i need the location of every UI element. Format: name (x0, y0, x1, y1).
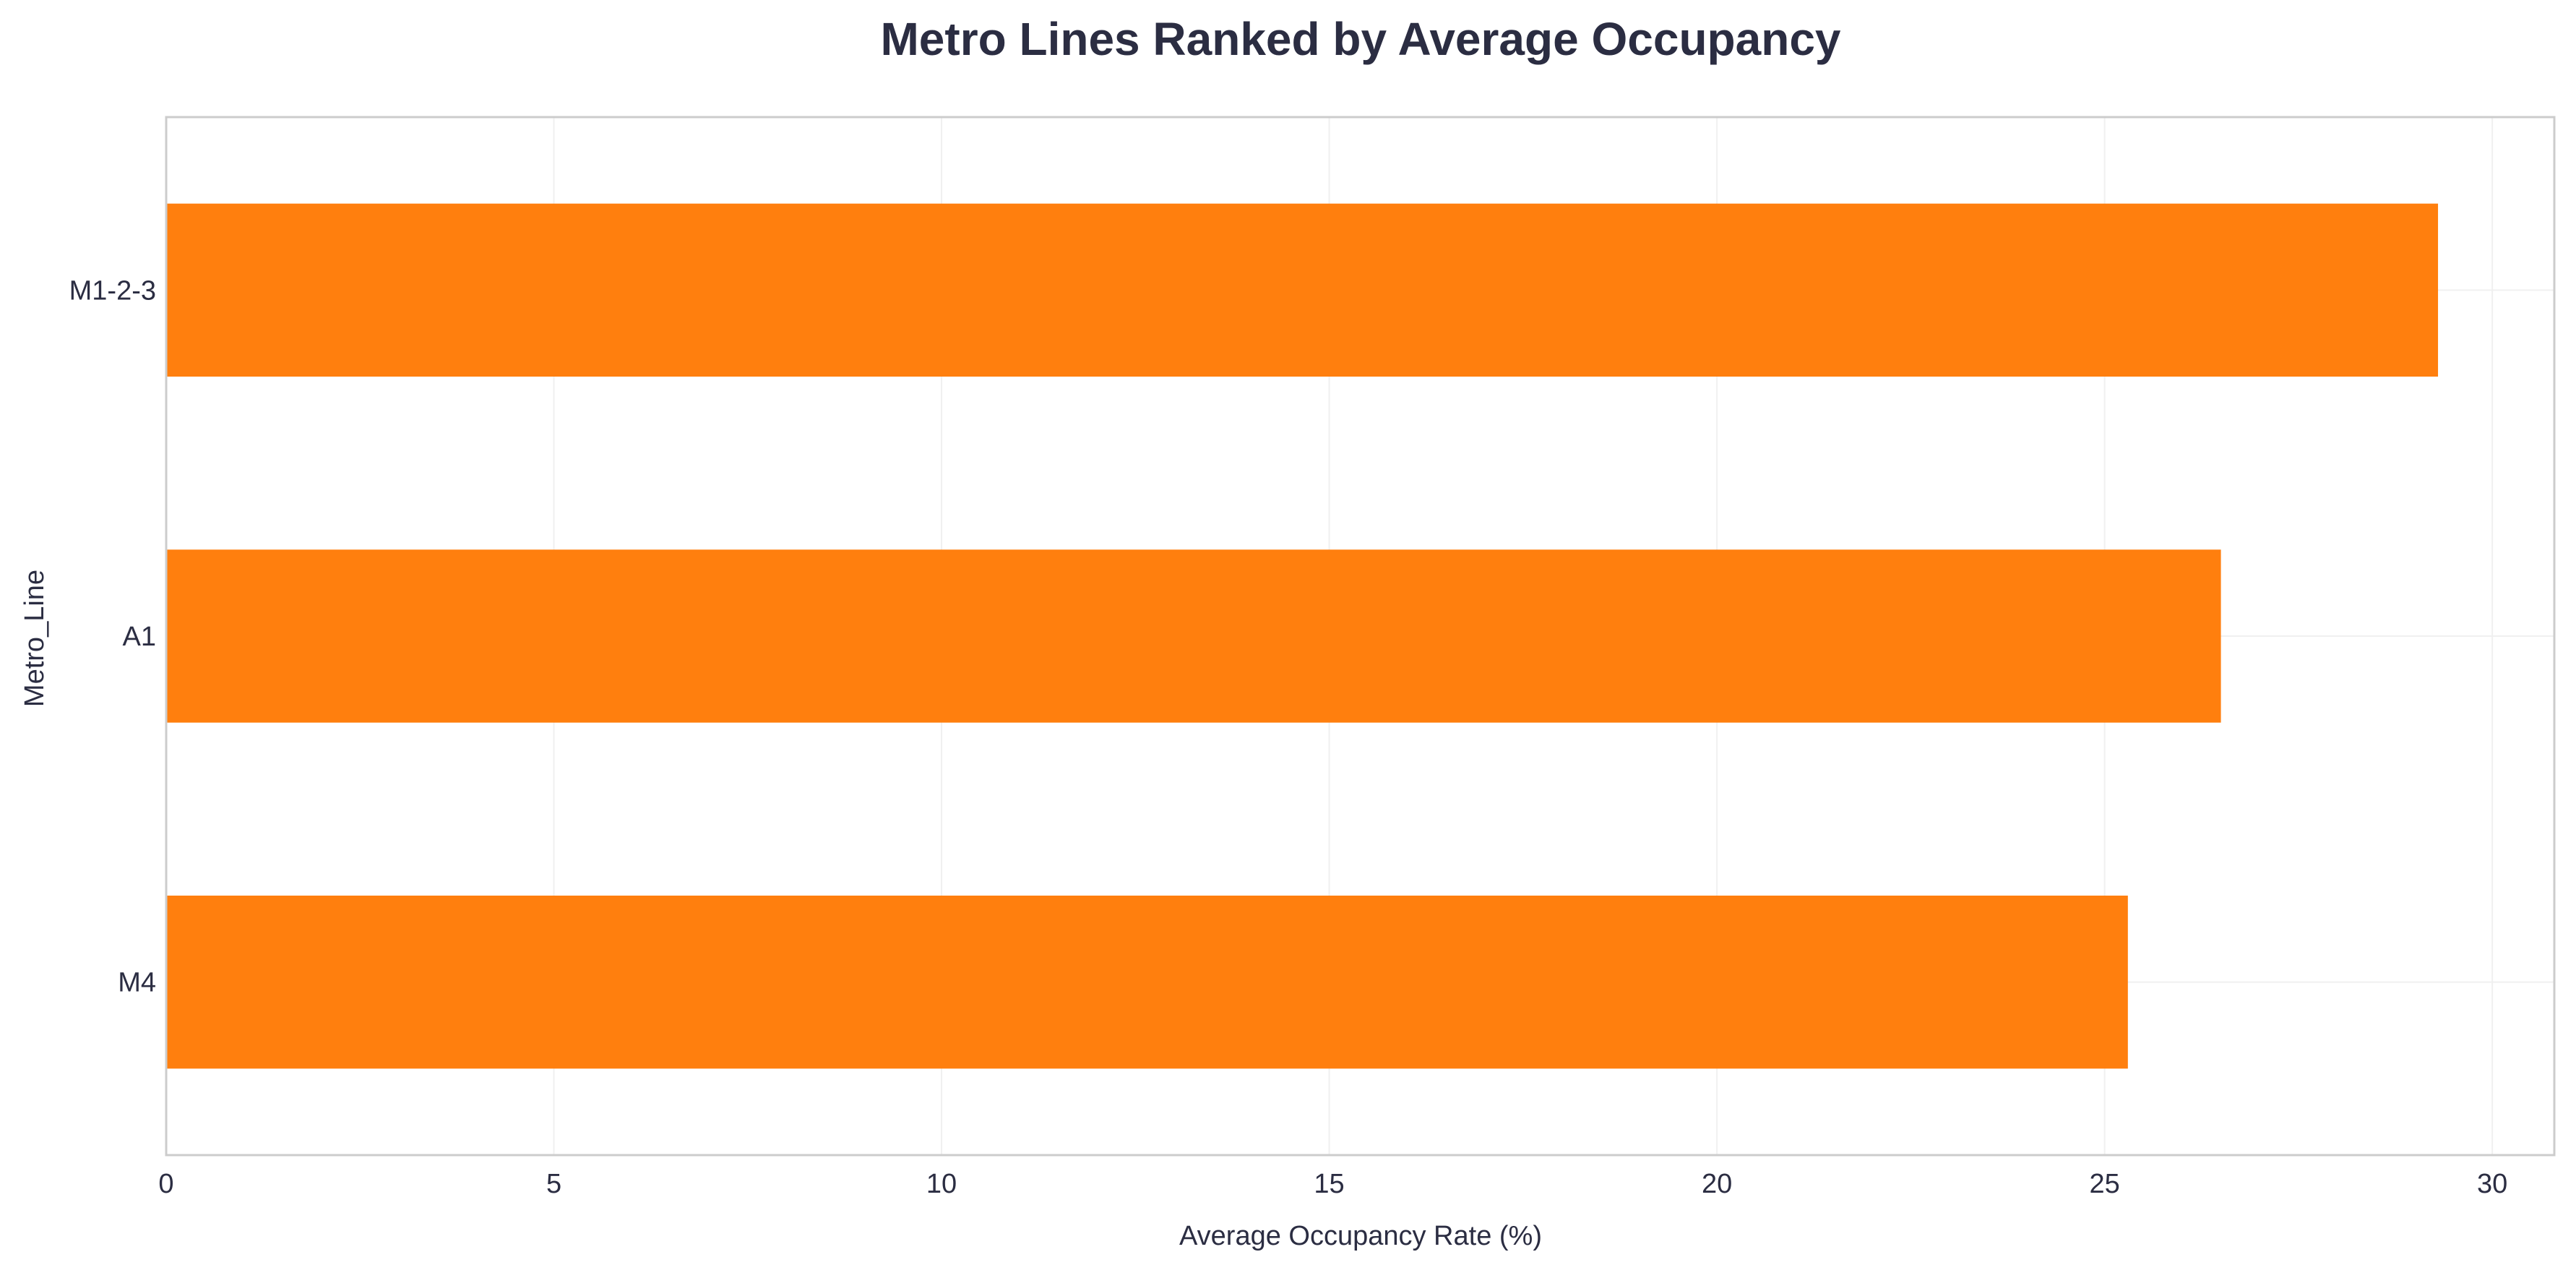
x-tick-label: 10 (926, 1169, 957, 1199)
y-tick-label: M1-2-3 (69, 275, 156, 306)
x-axis-label: Average Occupancy Rate (%) (1179, 1221, 1542, 1251)
x-tick-label: 5 (546, 1169, 561, 1199)
x-tick-labels: 0 5 10 15 20 25 30 (158, 1169, 2507, 1199)
x-tick-label: 15 (1314, 1169, 1344, 1199)
x-tick-label: 30 (2477, 1169, 2507, 1199)
y-axis-label: Metro_Line (20, 570, 50, 707)
x-tick-label: 0 (158, 1169, 173, 1199)
x-tick-label: 20 (1702, 1169, 1732, 1199)
y-tick-label: A1 (123, 622, 156, 652)
bar-a1 (166, 549, 2221, 723)
bars (166, 203, 2439, 1069)
y-tick-labels: M1-2-3 A1 M4 (69, 275, 156, 998)
plot-frame (165, 116, 2556, 1157)
bar-m4 (166, 896, 2128, 1069)
x-tick-label: 25 (2089, 1169, 2119, 1199)
bar-m1-2-3 (166, 203, 2439, 377)
chart-title: Metro Lines Ranked by Average Occupancy (880, 13, 1840, 65)
y-tick-label: M4 (118, 968, 156, 998)
